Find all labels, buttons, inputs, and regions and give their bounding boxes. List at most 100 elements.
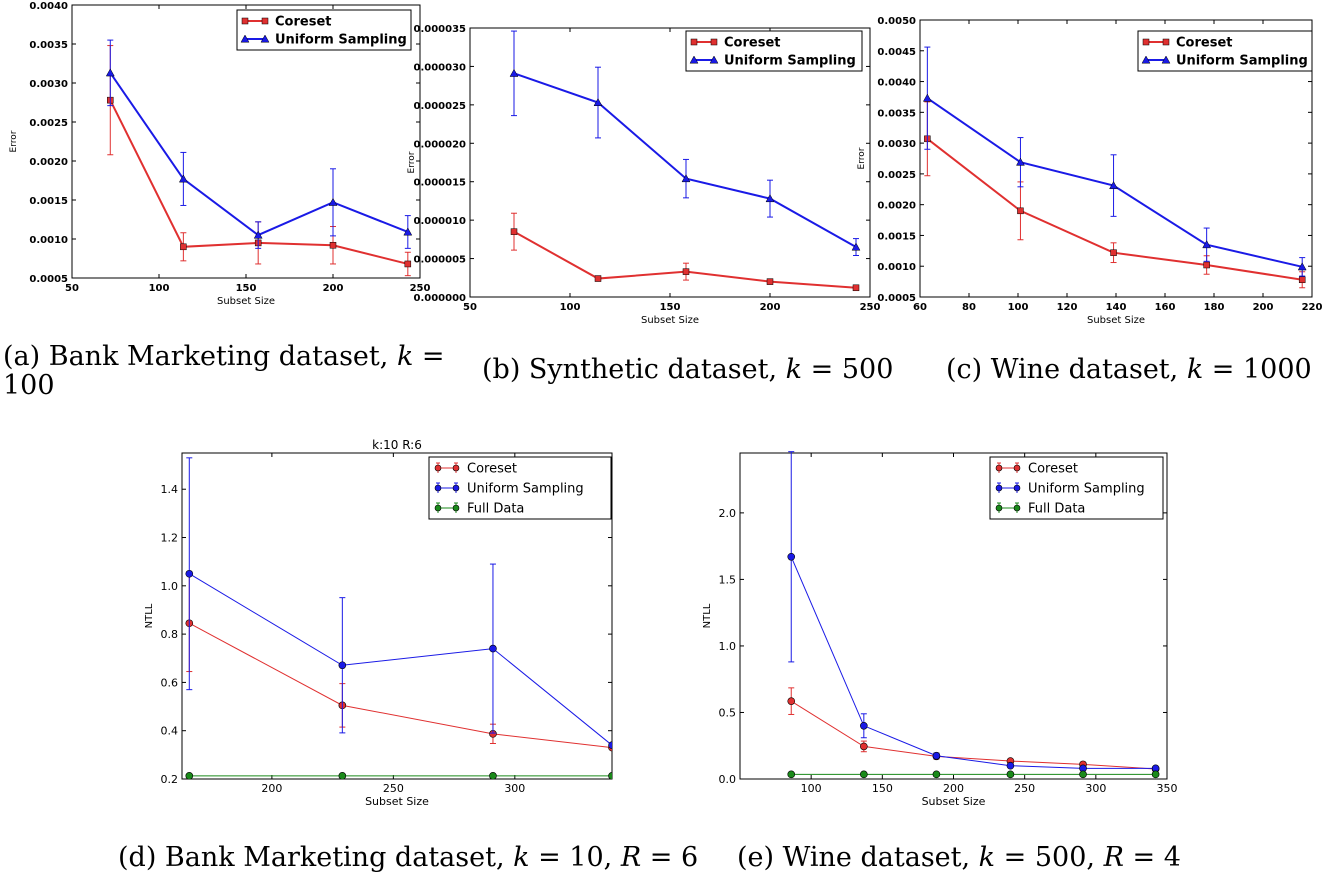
chart-title: k:10 R:6 <box>372 438 422 452</box>
data-point <box>766 278 774 285</box>
y-tick-label: 0.000025 <box>413 101 466 112</box>
data-point <box>1006 761 1015 770</box>
legend-label: Coreset <box>1176 36 1232 51</box>
y-tick-label: 0.0045 <box>877 47 916 58</box>
caption-label: (e) Wine dataset, <box>737 842 979 873</box>
data-point <box>338 772 347 779</box>
data-point <box>1006 770 1015 779</box>
legend-marker <box>240 34 250 43</box>
x-tick-label: 160 <box>1155 302 1176 313</box>
legend: Coreset Uniform Sampling <box>1137 30 1313 72</box>
y-tick-label: 0.2 <box>161 773 179 786</box>
caption-text: (e) Wine dataset, k = 500, R = 4 <box>737 842 1181 873</box>
y-axis-label: Error <box>857 147 867 169</box>
caption-op2: = <box>641 842 681 873</box>
y-tick-label: 0.0 <box>719 773 737 786</box>
caption-space <box>1095 842 1104 873</box>
y-tick-label: 2.0 <box>719 507 737 520</box>
legend-marker <box>434 504 442 512</box>
series-line-uniform-sampling <box>189 573 612 746</box>
caption-op2: = <box>1124 842 1164 873</box>
caption-op: = <box>413 341 444 372</box>
data-point <box>765 194 775 203</box>
chart-caption: (e) Wine dataset, k = 500, R = 4 <box>737 842 1181 873</box>
data-point <box>787 770 796 779</box>
y-tick-label: 0.0035 <box>29 40 68 51</box>
legend-label: Coreset <box>275 15 331 30</box>
y-tick-label: 0.000030 <box>413 62 466 73</box>
caption-text: (a) Bank Marketing dataset, k = <box>3 341 445 372</box>
x-axis-label: Subset Size <box>922 795 986 808</box>
legend-marker <box>452 464 460 472</box>
y-tick-label: 0.0005 <box>29 274 68 285</box>
x-tick-label: 140 <box>1106 302 1127 313</box>
data-point <box>681 174 691 183</box>
data-point <box>852 284 860 292</box>
caption-value: 1000 <box>1243 354 1312 385</box>
legend-label: Uniform Sampling <box>467 482 584 497</box>
x-tick-label: 300 <box>1085 782 1106 795</box>
data-point <box>787 552 796 561</box>
legend-marker <box>1013 464 1021 472</box>
data-point <box>180 243 187 251</box>
x-tick-label: 250 <box>410 283 431 294</box>
caption-value: 500 <box>842 354 894 385</box>
x-axis-label: Subset Size <box>1087 315 1145 326</box>
y-tick-label: 1.0 <box>719 640 737 653</box>
caption-space <box>612 842 621 873</box>
legend-marker <box>1013 504 1021 512</box>
data-point <box>593 98 603 107</box>
data-point <box>1203 261 1210 269</box>
data-point <box>489 772 497 779</box>
legend-box <box>428 456 612 520</box>
x-tick-label: 150 <box>236 283 257 294</box>
series-line-coreset <box>109 99 409 265</box>
caption-label: (b) Synthetic dataset, <box>482 354 786 385</box>
data-point <box>608 772 612 779</box>
chart-panel-b: 50 100 150 200 2500.0000000.0000050.0000100.… <box>407 24 893 385</box>
y-tick-label: 0.0010 <box>877 262 916 273</box>
y-tick-label: 0.0040 <box>877 78 916 89</box>
chart-caption: (d) Bank Marketing dataset, k = 10, R = … <box>118 842 698 873</box>
x-tick-label: 150 <box>872 782 893 795</box>
data-point <box>860 770 868 779</box>
y-tick-label: 0.0030 <box>29 79 68 90</box>
x-tick-label: 80 <box>962 302 976 313</box>
x-tick-label: 180 <box>1204 302 1225 313</box>
x-axis-label: Subset Size <box>217 296 275 307</box>
caption-op: = <box>802 354 842 385</box>
legend-marker <box>995 464 1003 472</box>
data-point <box>860 721 868 730</box>
x-tick-label: 100 <box>801 782 822 795</box>
x-tick-label: 250 <box>860 302 881 313</box>
data-point <box>329 241 337 249</box>
legend-marker <box>434 464 442 472</box>
caption-value: 100 <box>3 370 55 401</box>
caption-label: (c) Wine dataset, <box>946 354 1187 385</box>
data-point <box>404 260 412 268</box>
y-tick-label: 0.0030 <box>877 139 916 150</box>
x-tick-label: 220 <box>1302 302 1323 313</box>
y-tick-label: 0.6 <box>161 676 179 689</box>
legend-marker <box>434 484 442 492</box>
x-tick-label: 50 <box>463 302 477 313</box>
legend-box <box>685 30 863 72</box>
legend-marker <box>1141 55 1151 64</box>
caption-value2: 4 <box>1164 842 1181 873</box>
caption-value2: 6 <box>681 842 698 873</box>
caption-text: (b) Synthetic dataset, k = 500 <box>482 354 893 385</box>
y-tick-label: 1.2 <box>161 532 179 545</box>
data-point <box>509 68 519 77</box>
data-point <box>403 227 413 236</box>
data-point <box>1109 181 1118 190</box>
legend-box <box>236 9 412 51</box>
chart-caption: (c) Wine dataset, k = 1000 <box>946 354 1312 385</box>
x-axis-label: Subset Size <box>641 315 699 326</box>
y-tick-label: 0.0025 <box>29 118 68 129</box>
data-point <box>1298 276 1306 284</box>
caption-op: = <box>1203 354 1243 385</box>
data-point <box>932 751 941 760</box>
legend-marker <box>1013 484 1021 492</box>
y-axis-label: NTLL <box>144 603 155 628</box>
x-tick-label: 200 <box>261 782 282 795</box>
